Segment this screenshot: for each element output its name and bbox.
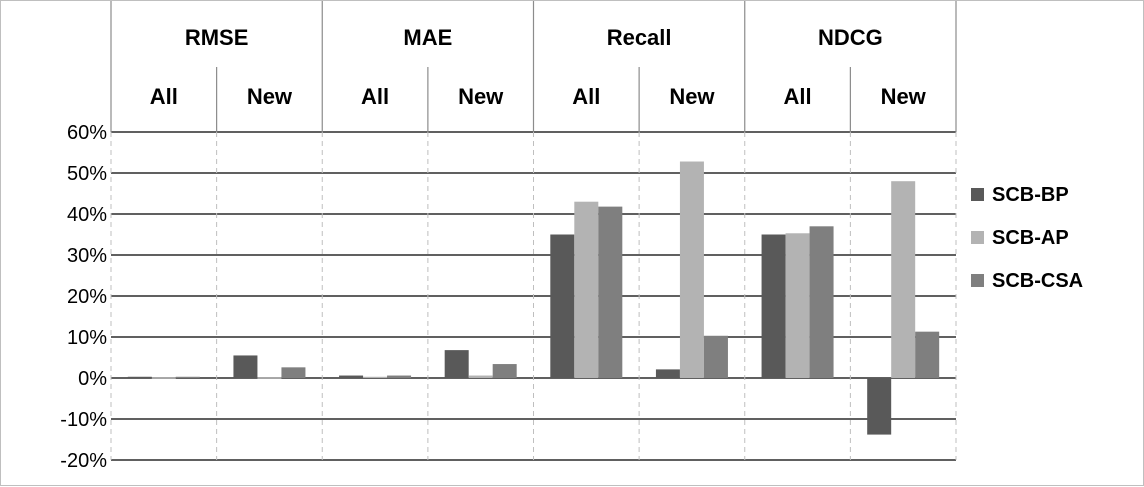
bar-scb-ap	[785, 233, 810, 378]
bar-scb-bp	[867, 378, 892, 435]
bar-scb-ap	[574, 201, 599, 378]
metric-header: MAE	[403, 25, 452, 50]
subset-header: All	[150, 84, 178, 109]
legend-label: SCB-AP	[992, 227, 1069, 249]
y-tick-label: 10%	[67, 327, 107, 349]
y-tick-label: 30%	[67, 245, 107, 267]
y-tick-label: -10%	[60, 409, 107, 431]
bar-scb-bp	[550, 234, 575, 378]
bar-scb-ap	[257, 377, 282, 379]
bar-scb-csa	[281, 367, 306, 378]
metric-header: RMSE	[185, 25, 249, 50]
bar-scb-bp	[127, 376, 152, 378]
subset-header: New	[881, 84, 927, 109]
legend-label: SCB-BP	[992, 184, 1069, 206]
subset-header: All	[572, 84, 600, 109]
legend-swatch	[971, 231, 984, 244]
bar-scb-csa	[809, 226, 834, 378]
subset-header: All	[784, 84, 812, 109]
bar-scb-bp	[761, 234, 786, 378]
bar-scb-csa	[175, 376, 200, 378]
bar-scb-csa	[915, 331, 940, 378]
bar-scb-csa	[387, 375, 412, 378]
y-tick-label: 60%	[67, 122, 107, 144]
subset-header: New	[458, 84, 504, 109]
bar-scb-ap	[151, 377, 176, 379]
metric-header: Recall	[607, 25, 672, 50]
bar-scb-ap	[891, 181, 916, 378]
legend-swatch	[971, 188, 984, 201]
bar-scb-ap	[679, 161, 704, 378]
bar-scb-ap	[468, 375, 493, 378]
bar-scb-bp	[339, 375, 364, 378]
bar-scb-csa	[703, 335, 728, 378]
subset-header: All	[361, 84, 389, 109]
bar-scb-bp	[655, 369, 680, 378]
subset-header: New	[247, 84, 293, 109]
bar-scb-csa	[492, 364, 517, 378]
y-tick-label: 0%	[78, 368, 107, 390]
y-tick-label: 20%	[67, 286, 107, 308]
metric-header: NDCG	[818, 25, 883, 50]
y-tick-label: 50%	[67, 163, 107, 185]
bar-scb-bp	[233, 355, 258, 378]
bar-scb-csa	[598, 206, 623, 378]
legend-swatch	[971, 274, 984, 287]
subset-header: New	[669, 84, 715, 109]
bar-scb-bp	[444, 350, 469, 378]
bar-scb-ap	[363, 376, 388, 378]
legend-label: SCB-CSA	[992, 270, 1083, 292]
y-tick-label: -20%	[60, 450, 107, 472]
y-tick-label: 40%	[67, 204, 107, 226]
